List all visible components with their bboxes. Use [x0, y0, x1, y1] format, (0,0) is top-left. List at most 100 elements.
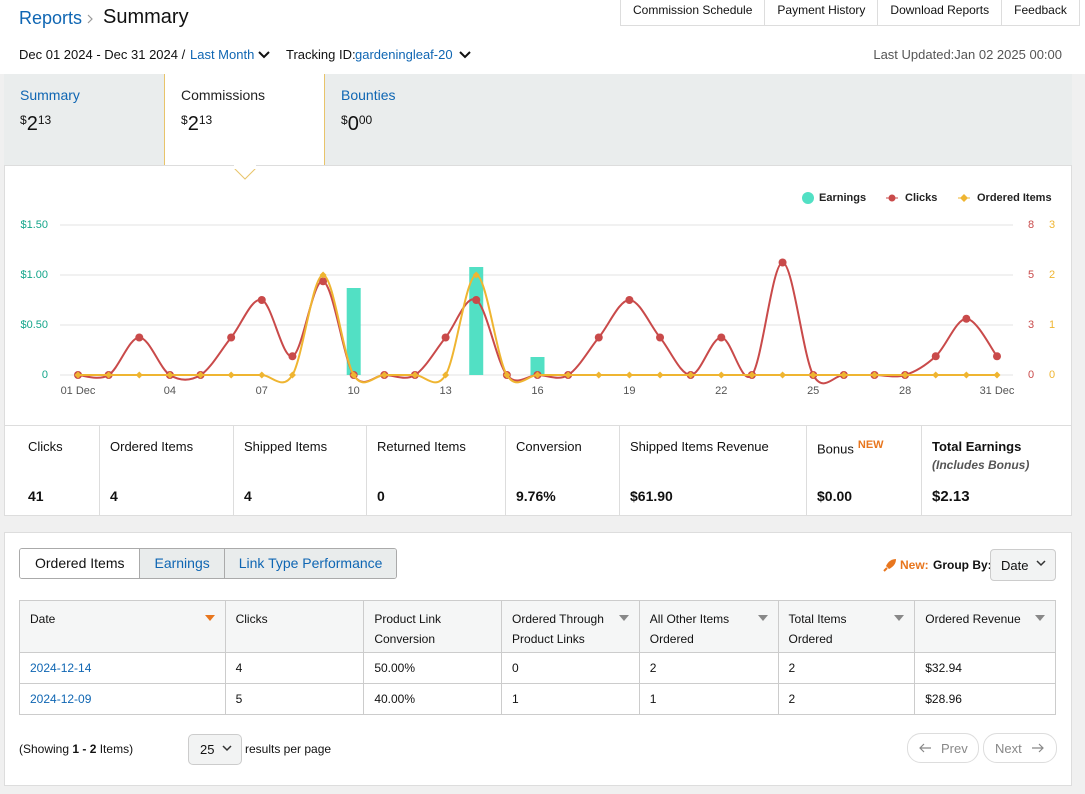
tab-amount: $213	[181, 113, 212, 136]
point	[472, 296, 481, 304]
next-button[interactable]	[983, 733, 1057, 763]
report-tab[interactable]: Ordered Items	[20, 549, 140, 578]
stat-label-text: Bonus	[817, 441, 854, 457]
arrow-left	[919, 743, 931, 753]
cell: 0	[502, 653, 640, 683]
stat: Conversion 9.76%	[506, 426, 620, 516]
report-tab[interactable]: Link Type Performance	[223, 549, 397, 578]
nav-link[interactable]: Commission Schedule	[620, 0, 766, 26]
legend-label: Clicks	[905, 192, 937, 204]
point	[534, 371, 541, 379]
y2-tick-label: 2	[1049, 269, 1055, 281]
point	[748, 371, 756, 379]
nav-link[interactable]: Download Reports	[878, 0, 1003, 26]
group-by-select[interactable]	[990, 549, 1056, 581]
nav-link[interactable]: Feedback	[1002, 0, 1080, 26]
summary-tab[interactable]: Summary $213	[4, 74, 165, 165]
header	[0, 0, 1085, 74]
cell: 2	[779, 653, 916, 683]
column-header[interactable]: Date	[20, 601, 226, 652]
stat-value: 0	[377, 488, 385, 504]
cell: 40.00%	[364, 684, 503, 714]
summary-tab[interactable]: Commissions $213	[164, 74, 325, 169]
column-header[interactable]: All Other Items Ordered	[640, 601, 779, 652]
point	[870, 371, 878, 379]
x-tick-label: 28	[899, 385, 911, 397]
stat-label: Shipped Items	[244, 439, 327, 454]
group-by-label: Group By:	[933, 558, 992, 572]
nav-link[interactable]: Payment History	[765, 0, 879, 26]
y-tick-label: $1.00	[20, 269, 48, 281]
point	[166, 371, 174, 379]
cell: 2	[779, 684, 916, 714]
point	[962, 371, 970, 379]
arrow-right	[1032, 743, 1044, 753]
summary-tab[interactable]: Bounties $000	[325, 74, 486, 165]
rocket-icon	[883, 559, 896, 572]
x-tick-label: 04	[164, 385, 176, 397]
period[interactable]: Last Month	[190, 47, 255, 62]
point	[257, 296, 266, 304]
column-header[interactable]: Total Items Ordered	[779, 601, 916, 652]
stat-label-text: Total Earnings	[932, 439, 1022, 454]
point	[840, 371, 848, 379]
point	[993, 371, 1001, 379]
column-header[interactable]: Clicks	[226, 601, 365, 652]
stat-label: Total Earnings	[932, 439, 1021, 454]
tracking-id[interactable]: gardeningleaf-20	[355, 47, 453, 62]
tab-label: Commissions	[181, 87, 266, 103]
x-tick-label: 01 Dec	[61, 385, 96, 397]
new-badge: NEW	[857, 439, 884, 451]
stat-label: Bonus NEW	[817, 439, 884, 456]
column-header[interactable]: Ordered Through Product Links	[502, 601, 640, 652]
stat: Returned Items 0	[367, 426, 506, 516]
prev-button[interactable]	[907, 733, 979, 763]
cell: 2	[640, 653, 779, 683]
cell: 5	[226, 684, 365, 714]
point	[227, 371, 235, 379]
dropdown-icon	[258, 51, 270, 59]
stat: Shipped Items Revenue $61.90	[620, 426, 807, 516]
point	[625, 296, 634, 304]
column-title: All Other Items Ordered	[649, 612, 730, 646]
column-header[interactable]: Product Link Conversion	[364, 601, 503, 652]
breadcrumb[interactable]: Reports	[19, 8, 83, 28]
stats-row: Clicks 41 Ordered Items 4 Shipped Items 4 Retu…	[4, 425, 1072, 516]
dropdown-icon	[222, 745, 232, 752]
stat-value: 4	[110, 488, 118, 504]
cell[interactable]: 2024-12-09	[20, 684, 226, 714]
legend-label: Ordered Items	[977, 192, 1052, 204]
stat-label: Ordered Items	[110, 439, 193, 454]
point	[993, 352, 1001, 361]
stat-label: Shipped Items Revenue	[630, 439, 769, 454]
stat-value: 41	[28, 488, 44, 504]
stat-label: Conversion	[516, 439, 582, 454]
point	[809, 371, 817, 379]
stat: Shipped Items 4	[234, 426, 367, 516]
showing: (Showing 1 - 2 Items)	[19, 742, 133, 756]
y2-tick-label: 3	[1028, 319, 1034, 331]
cell: 1	[640, 684, 779, 714]
point	[74, 371, 82, 379]
bar	[469, 267, 484, 375]
x-tick-label: 19	[623, 385, 635, 397]
cell[interactable]: 2024-12-14	[20, 653, 226, 683]
stat-label-text: Shipped Items	[244, 439, 328, 454]
column-header[interactable]: Ordered Revenue	[915, 601, 1055, 652]
page-size: 25	[200, 742, 215, 757]
legend-marker	[888, 194, 896, 202]
point	[932, 371, 940, 379]
next-label: Next	[995, 741, 1022, 756]
bar	[530, 357, 545, 375]
bar	[346, 288, 361, 375]
chart-panel	[4, 165, 1072, 516]
cell: 4	[226, 653, 365, 683]
date-range: Dec 01 2024 - Dec 31 2024 /	[19, 47, 186, 62]
page-size-select[interactable]	[188, 734, 242, 765]
y2-tick-label: 3	[1049, 219, 1055, 231]
report-tab[interactable]: Earnings	[139, 549, 224, 578]
stat-label-text: Returned Items	[377, 439, 466, 454]
amount-cents: 13	[37, 113, 52, 127]
point	[931, 352, 940, 361]
point	[135, 333, 144, 342]
